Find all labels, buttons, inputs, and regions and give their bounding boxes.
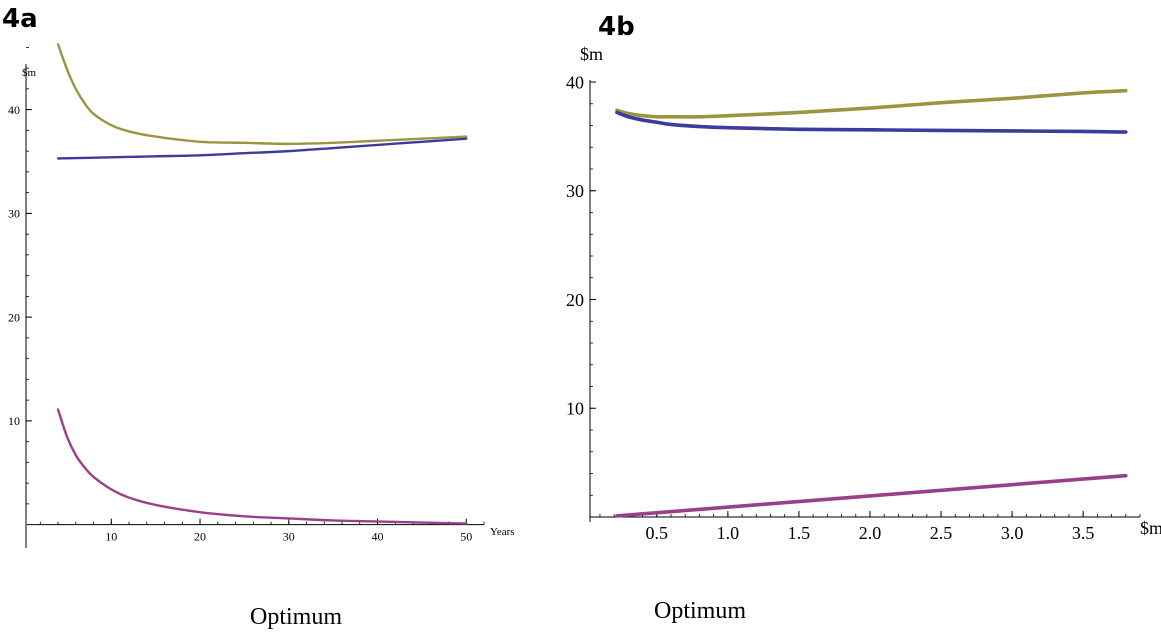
- series-line-0: [56, 43, 468, 146]
- series-line-1: [56, 137, 468, 160]
- x-tick-label: 20: [194, 530, 206, 544]
- x-tick-label: 40: [372, 530, 384, 544]
- y-axis-label: $m: [580, 44, 603, 64]
- y-tick-label: 20: [566, 290, 584, 310]
- panel-a-caption: Optimum: [250, 604, 343, 630]
- x-tick-label: 3.5: [1072, 523, 1095, 543]
- panel-a-label: 4a: [2, 4, 38, 34]
- series-line-0: [615, 88, 1128, 119]
- x-tick-label: 30: [283, 530, 295, 544]
- x-tick-label: 3.0: [1001, 523, 1024, 543]
- x-tick-label: 2.0: [859, 523, 882, 543]
- y-tick-label: 40: [566, 72, 584, 92]
- panel-b-label: 4b: [598, 12, 635, 42]
- panel-b-caption: Optimum: [654, 598, 747, 624]
- x-tick-label: 0.5: [646, 523, 669, 543]
- chart-4a: 10 20 30 40 50 10 20 30 40 $m Years: [8, 43, 515, 548]
- y-tick-label: 30: [566, 181, 584, 201]
- x-tick-label: 50: [460, 530, 472, 544]
- x-tick-label: 1.0: [717, 523, 740, 543]
- x-tick-label: 10: [105, 530, 117, 544]
- y-tick-label: 10: [566, 399, 584, 419]
- x-axis-label: $m: [1140, 518, 1161, 538]
- y-tick-label: 30: [8, 207, 20, 221]
- series-line-1: [615, 110, 1128, 134]
- series-line-2: [56, 408, 468, 525]
- x-tick-label: 2.5: [930, 523, 953, 543]
- x-axis-label: Years: [490, 526, 515, 538]
- y-tick-label: 10: [8, 414, 20, 428]
- y-tick-label: 20: [8, 310, 20, 324]
- y-axis-label: $m: [22, 67, 37, 79]
- chart-4b: 0.5 1.0 1.5 2.0 2.5 3.0 3.5 10 20 30 40 $m $m: [566, 44, 1161, 543]
- y-tick-label: 40: [8, 103, 20, 117]
- x-tick-label: 1.5: [788, 523, 811, 543]
- series-line-2: [615, 473, 1128, 518]
